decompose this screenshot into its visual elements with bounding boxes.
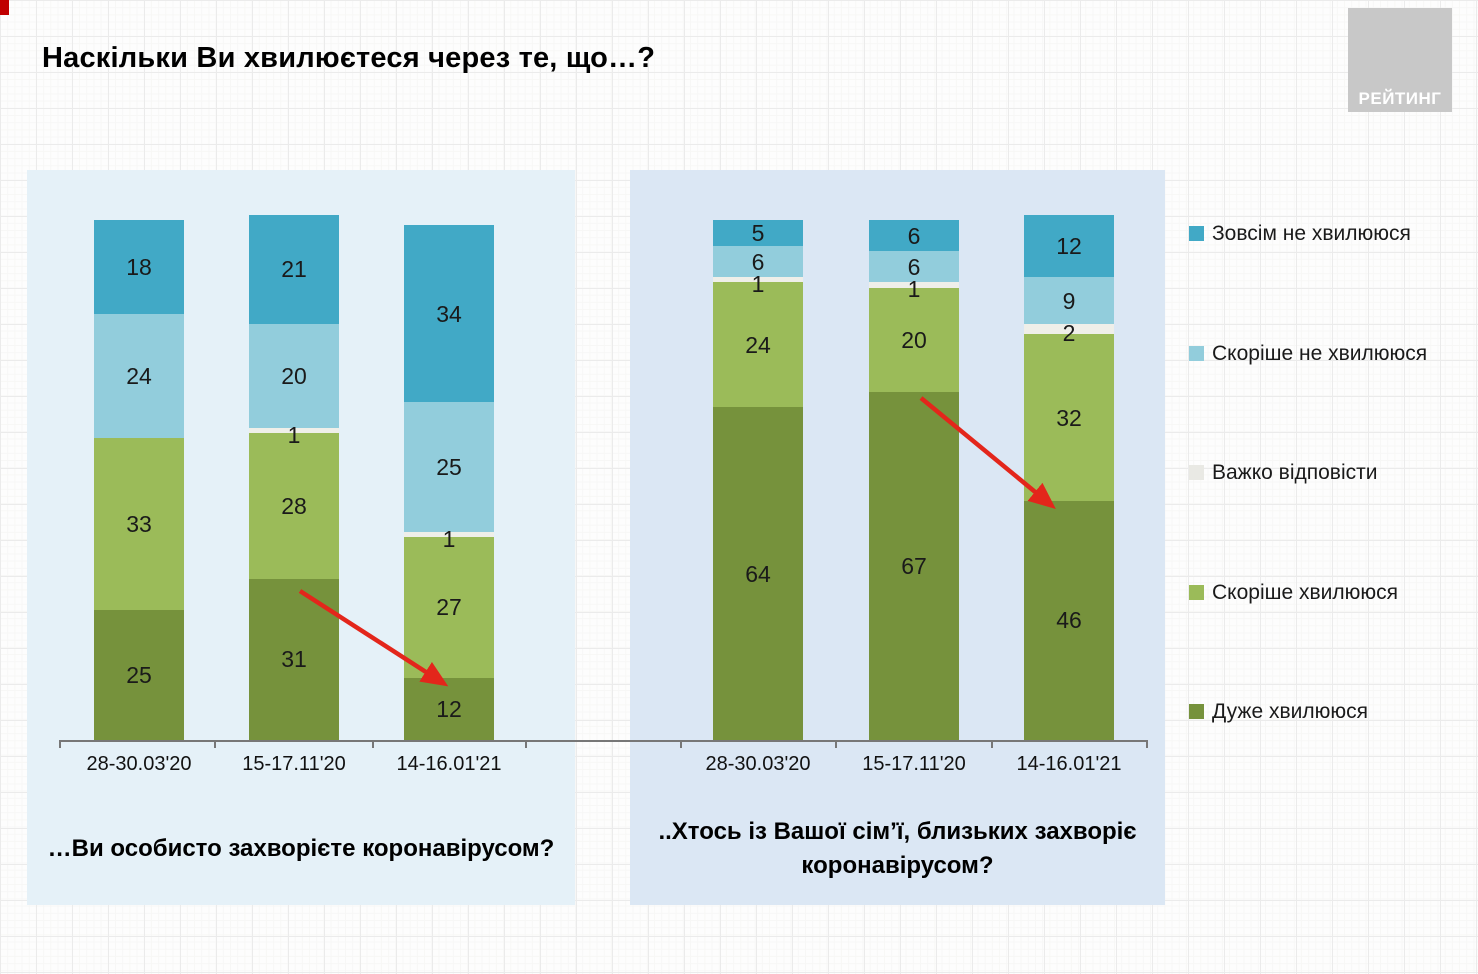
bar-value-label: 6 [751,248,765,275]
bar-segment-personal [404,225,494,402]
legend-swatch [1189,345,1204,361]
axis-tick [680,740,682,748]
legend-swatch [1189,465,1204,480]
bar-segment-personal [94,438,184,610]
x-axis-category-label: 15-17.11'20 [242,753,346,775]
legend-label: Скоріше не хвилююся [1212,341,1428,365]
bar-value-label: 6 [907,253,921,280]
bar-value-label: 12 [1056,233,1082,259]
bar-value-label: 9 [1062,287,1076,314]
logo-text: РЕЙТИНГ [1358,89,1442,108]
bar-segment-family [1024,500,1114,740]
bar-value-label: 64 [745,560,771,587]
bar-value-label: 1 [287,421,301,448]
x-axis-category-label: 28-30.03'20 [705,753,811,775]
bar-value-label: 28 [281,493,307,519]
bar-segment-personal [404,532,494,538]
bar-value-label: 12 [436,695,462,722]
bar-value-label: 25 [436,454,462,480]
bar-value-label: 32 [1056,404,1082,431]
bar-segment-personal [249,324,339,428]
bar-segment-family [869,282,959,288]
legend-swatch [1189,226,1204,241]
bar-value-label: 24 [126,363,152,389]
axis-tick [1146,740,1148,748]
bar-value-label: 2 [1062,320,1076,347]
bar-segment-family [713,277,803,283]
bar-value-label: 20 [901,326,927,353]
bar-segment-family [713,220,803,246]
bar-segment-personal [94,610,184,740]
bar-segment-personal [249,214,339,324]
bar-segment-personal [404,402,494,532]
chart-question-family: ..Хтось із Вашої сім’ї, близьких захворі… [658,818,1137,879]
bar-segment-family [713,282,803,408]
bar-segment-family [1024,277,1114,324]
legend-label: Скоріше хвилююся [1212,580,1398,604]
legend-swatch [1189,584,1204,600]
bar-segment-personal [94,220,184,314]
bar-value-label: 21 [281,256,307,283]
bar-value-label: 5 [751,220,765,246]
x-axis-category-label: 15-17.11'20 [862,753,966,775]
axis-tick [59,740,61,748]
rating-group-logo: РЕЙТИНГ [1348,8,1452,112]
legend-label: Дуже хвилююся [1212,700,1368,723]
x-axis-category-label: 14-16.01'21 [1016,753,1122,775]
legend-label: Зовсім не хвилююся [1212,222,1411,245]
bar-value-label: 67 [901,552,927,579]
chart-question-personal: …Ви особисто захворієте коронавірусом? [47,835,555,862]
page-title: Наскільки Ви хвилюєтеся через те, що…? [42,42,656,74]
bar-value-label: 46 [1056,607,1082,634]
bar-value-label: 1 [751,270,765,297]
legend-label: Важко відповісти [1212,461,1378,484]
bar-value-label: 25 [126,662,152,688]
bar-value-label: 27 [436,594,462,621]
bar-value-label: 31 [281,646,307,673]
bar-value-label: 1 [442,525,456,552]
bar-segment-personal [94,313,184,439]
legend-swatch [1189,704,1204,719]
bar-segment-family [713,246,803,278]
axis-tick [525,740,527,748]
bar-value-label: 33 [126,511,152,538]
bar-value-label: 24 [745,331,771,358]
axis-tick [991,740,993,748]
axis-tick [372,740,374,748]
axis-tick [835,740,837,748]
bar-segment-personal [249,428,339,434]
x-axis-category-label: 28-30.03'20 [86,753,192,775]
bar-segment-family [869,287,959,392]
bar-value-label: 18 [126,253,152,280]
x-axis-category-label: 14-16.01'21 [396,753,502,775]
x-axis-line [60,740,1147,742]
bar-segment-family [1024,214,1114,278]
bar-value-label: 1 [907,276,921,302]
bar-segment-family [869,220,959,252]
bar-segment-family [713,407,803,740]
bar-value-label: 20 [281,363,307,389]
bar-segment-personal [404,677,494,740]
bar-value-label: 34 [436,300,462,327]
axis-tick [214,740,216,748]
bar-segment-family [869,251,959,283]
bar-segment-family [1024,324,1114,335]
bar-value-label: 6 [907,222,921,249]
bar-segment-personal [249,433,339,579]
corner-accent-mark [0,0,9,15]
